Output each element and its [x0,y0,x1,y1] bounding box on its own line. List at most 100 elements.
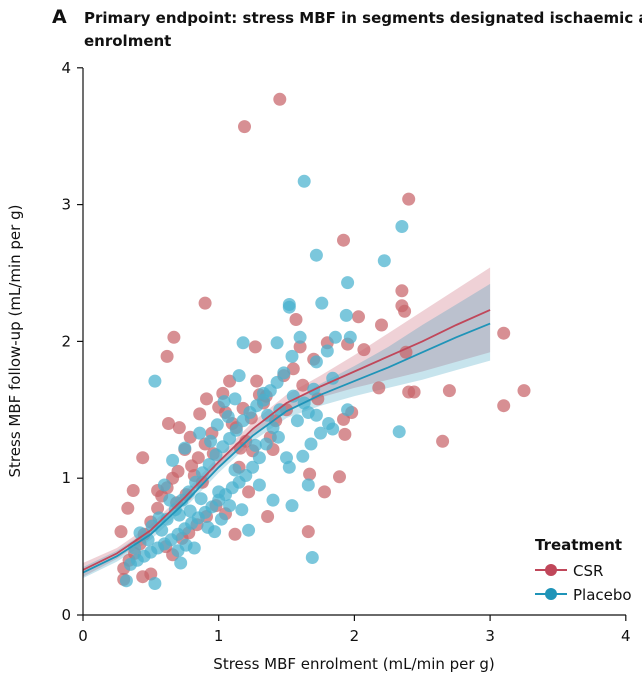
data-point-placebo [235,503,249,517]
data-point-placebo [189,475,203,489]
data-point-placebo [341,276,355,290]
data-point-csr [303,467,317,481]
data-point-placebo [341,403,355,417]
data-point-placebo [270,336,284,350]
data-point-placebo [178,441,192,455]
data-point-placebo [183,504,197,518]
data-point-csr [228,527,242,541]
legend-csr-marker [545,564,557,576]
y-tick-label: 1 [61,469,71,487]
data-point-placebo [201,520,215,534]
data-point-placebo [293,330,307,344]
data-point-csr [296,378,310,392]
y-tick-label: 0 [61,606,71,624]
data-point-csr [273,92,287,106]
data-point-placebo [320,344,334,358]
data-point-csr [136,451,150,465]
data-point-placebo [285,349,299,363]
data-point-placebo [148,577,162,590]
data-point-placebo [259,437,273,451]
data-point-csr [497,326,511,340]
data-point-csr [301,525,315,539]
data-point-csr [261,510,275,523]
data-point-placebo [163,493,177,507]
data-point-csr [357,343,371,357]
y-tick-label: 3 [61,196,71,214]
data-point-placebo [301,406,315,419]
data-point-placebo [304,437,318,451]
data-point-csr [436,434,450,448]
data-point-csr [517,384,531,398]
x-axis-ticks: 0 1 2 3 4 [78,615,631,645]
data-point-placebo [214,512,228,526]
data-point-placebo [228,463,242,477]
data-point-placebo [217,395,231,409]
data-point-placebo [257,393,270,407]
data-point-csr [442,384,456,398]
data-point-placebo [305,551,319,564]
x-tick-label: 4 [621,627,631,645]
data-point-placebo [309,355,323,369]
data-point-placebo [174,556,188,570]
data-point-placebo [166,453,180,467]
data-point-placebo [157,478,171,492]
data-point-placebo [339,308,353,322]
data-point-placebo [252,478,266,492]
data-point-placebo [328,330,342,344]
legend-title: Treatment [535,536,622,554]
panel-letter: A [52,6,67,28]
data-point-csr [250,374,264,388]
data-point-placebo [297,174,311,188]
data-point-placebo [193,426,207,440]
data-point-csr [136,570,150,584]
data-point-placebo [395,220,409,233]
x-tick-label: 1 [214,627,224,645]
data-point-placebo [179,538,193,552]
data-point-csr [198,296,212,310]
y-tick-label: 4 [61,59,71,77]
data-point-csr [223,374,237,388]
data-point-csr [333,470,346,484]
data-point-csr [337,233,350,247]
data-point-placebo [282,300,296,314]
data-point-placebo [124,557,137,571]
data-point-placebo [322,417,336,430]
fit-line-placebo [82,322,491,574]
data-point-placebo [194,492,208,506]
data-point-placebo [277,366,291,380]
data-point-placebo [326,371,340,385]
data-point-placebo [270,375,284,389]
y-axis-label: Stress MBF follow-up (mL/min per g) [6,205,24,478]
data-point-placebo [315,296,329,310]
data-point-csr [318,485,331,499]
data-point-placebo [223,499,237,513]
data-point-placebo [301,478,315,492]
placebo-points [119,174,409,590]
data-point-placebo [280,451,293,465]
data-point-placebo [236,336,250,350]
data-point-placebo [309,248,323,262]
data-point-csr [172,421,186,435]
data-point-csr [375,318,388,332]
data-point-csr [289,313,303,326]
data-point-csr [167,330,181,344]
y-axis-ticks: 0 1 2 3 4 [61,59,83,624]
data-point-placebo [252,451,266,465]
data-point-csr [242,485,256,499]
data-point-csr [160,349,174,363]
data-point-csr [395,284,409,298]
data-point-csr [126,484,140,497]
data-point-csr [398,304,412,318]
data-point-placebo [314,426,327,440]
data-point-csr [497,399,511,413]
data-point-placebo [152,511,166,525]
legend-placebo-marker [545,588,557,600]
data-point-placebo [242,523,256,537]
legend-placebo-label: Placebo [573,586,632,604]
data-point-csr [248,340,262,354]
data-point-placebo [119,574,133,588]
data-point-csr [114,525,128,539]
data-point-placebo [285,499,299,513]
data-point-csr [151,501,165,515]
